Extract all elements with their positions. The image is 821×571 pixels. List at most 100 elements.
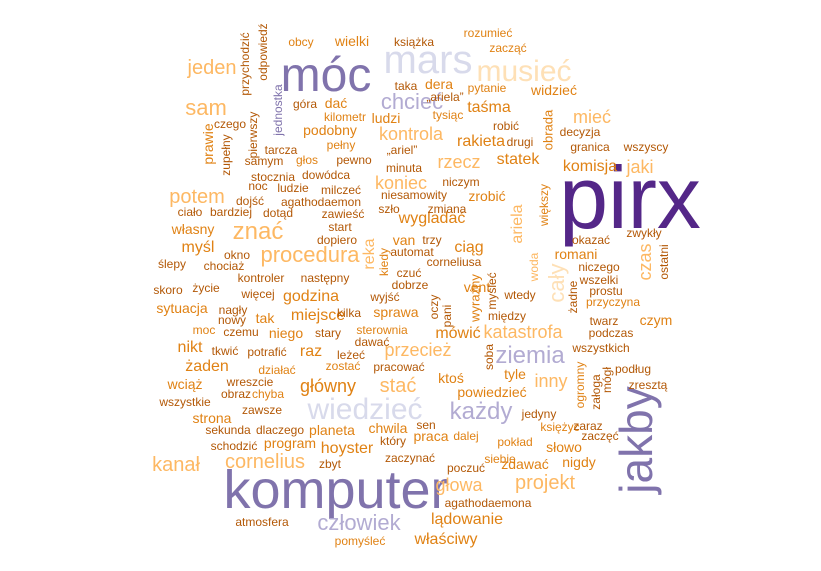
word-taka: taka [394, 79, 418, 93]
word-wszystkie: wszystkie [159, 395, 211, 409]
word-ludzie: ludzie [277, 181, 309, 195]
word-komisja: komisja [562, 158, 618, 175]
word-kanal: kanał [152, 454, 200, 476]
word-wiedziec: wiedzieć [307, 393, 423, 426]
word-zwykly: zwykły [626, 226, 662, 240]
word-czuc: czuć [396, 266, 422, 280]
word-niczym: niczym [442, 175, 480, 189]
word-sen: sen [416, 418, 436, 432]
word-wyjsc: wyjść [370, 290, 400, 304]
word-niesamowity: niesamowity [380, 188, 448, 202]
word-agathodaemona: agathodaemona [444, 496, 532, 510]
word-chociaz: chociaż [203, 259, 245, 273]
word-wszyscy: wszyscy [623, 140, 669, 154]
word-skoro: skoro [153, 283, 183, 297]
word-twarz: twarz [589, 314, 619, 328]
word-ziemia: ziemia [495, 342, 565, 369]
word-niczego: niczego [578, 260, 620, 274]
word-ksiezyc: księżyc [540, 420, 580, 434]
word-wygladac: wygladać [398, 210, 466, 227]
word-wciaz: wciąż [167, 376, 203, 392]
word-pomyslec: pomyśleć [334, 534, 386, 548]
word-czemu: czemu [223, 325, 259, 339]
word-odpowiedz: odpowiedź [256, 23, 270, 81]
word-godzina: godzina [282, 288, 340, 305]
word-myslec: myśleć [485, 272, 499, 310]
word-trzy: trzy [422, 233, 442, 247]
word-tasma: taśma [467, 99, 511, 116]
word-miec: mieć [572, 107, 612, 127]
word-koniec: koniec [374, 173, 428, 193]
word-zadne: żadne [566, 280, 580, 314]
word-komputer: komputer [223, 460, 449, 520]
word-kilometr: kilometr [323, 110, 367, 124]
word-samym: samym [244, 154, 284, 168]
word-noc: noc [248, 179, 268, 193]
word-woda: woda [527, 252, 541, 282]
word-kilka: kilka [336, 306, 362, 320]
word-stary: stary [314, 326, 342, 340]
word-kiedy: kiedy [377, 247, 391, 277]
word-soba: soba [482, 343, 496, 371]
word-pewno: pewno [336, 153, 372, 167]
word-jeden: jeden [187, 57, 237, 79]
word-sterownia: sterownia [356, 323, 408, 337]
word-kontroler: kontroler [237, 271, 285, 285]
word-tarcza: tarcza [264, 143, 298, 157]
word-pirx: pirx [559, 148, 701, 247]
word-van: van [392, 232, 416, 248]
word-glowa: głowa [435, 475, 483, 495]
word-schodzic: schodzić [210, 439, 258, 453]
word-dac: dać [324, 95, 348, 111]
word-ktos: ktoś [438, 370, 464, 386]
word-mogl: mógł [600, 366, 614, 394]
word-reka: reka [361, 238, 378, 270]
word-tysiac: tysiąc [432, 108, 464, 122]
word-wszelki: wszelki [579, 273, 619, 287]
word-wlasciwy: właściwy [414, 531, 478, 548]
word-ludzi: ludzi [371, 110, 401, 126]
word-nikt: nikt [177, 339, 203, 356]
word-sam: sam [185, 95, 227, 120]
word-prostu: prostu [589, 284, 623, 298]
word-caly: cały [544, 263, 569, 303]
word-zmiana: zmiana [427, 202, 467, 216]
word-miejsce: miejsce [290, 307, 346, 324]
word-katastrofa: katastrofa [483, 322, 563, 342]
word-bardziej: bardziej [209, 205, 253, 219]
word-dera: dera [424, 76, 454, 92]
word-dotad: dotąd [262, 206, 294, 220]
word-drugi: drugi [506, 135, 534, 149]
word-zreszta: zresztą [628, 378, 668, 392]
word-pierwszy: pierwszy [246, 111, 260, 159]
word-wiekszy: większy [537, 183, 551, 227]
word-decyzja: decyzja [559, 125, 601, 139]
word-ariela-quoted: „ariela” [426, 90, 464, 104]
word-moc: móc [280, 49, 372, 102]
word-dobrze: dobrze [391, 278, 429, 292]
word-potrafic: potrafić [247, 345, 287, 359]
word-jedyny: jedyny [521, 407, 557, 421]
word-pracowac: pracować [373, 360, 425, 374]
word-robic: robić [492, 119, 520, 133]
word-przyczyna: przyczyna [585, 295, 641, 309]
word-czlowiek: człowiek [317, 510, 401, 535]
word-musiec: musieć [476, 55, 572, 88]
word-nigdy: nigdy [562, 454, 596, 470]
word-przychodzic: przychodzić [238, 32, 252, 96]
word-mars: mars [383, 38, 473, 82]
word-przeciez: przecież [384, 340, 452, 360]
word-cornelius: cornelius [224, 451, 306, 473]
word-jednostka: jednostka [271, 84, 285, 136]
word-dawac: dawać [354, 335, 390, 349]
word-zaczynac: zaczynać [384, 451, 436, 465]
word-jakby: jakby [610, 386, 662, 494]
word-dalej: dalej [453, 429, 479, 443]
word-gora: góra [292, 97, 318, 111]
word-slowo: słowo [546, 439, 582, 455]
word-glos: głos [295, 153, 319, 167]
word-obcy: obcy [288, 35, 314, 49]
word-procedura: procedura [260, 242, 360, 267]
word-czego: czego [213, 117, 247, 131]
word-wszystkich: wszystkich [572, 341, 630, 355]
